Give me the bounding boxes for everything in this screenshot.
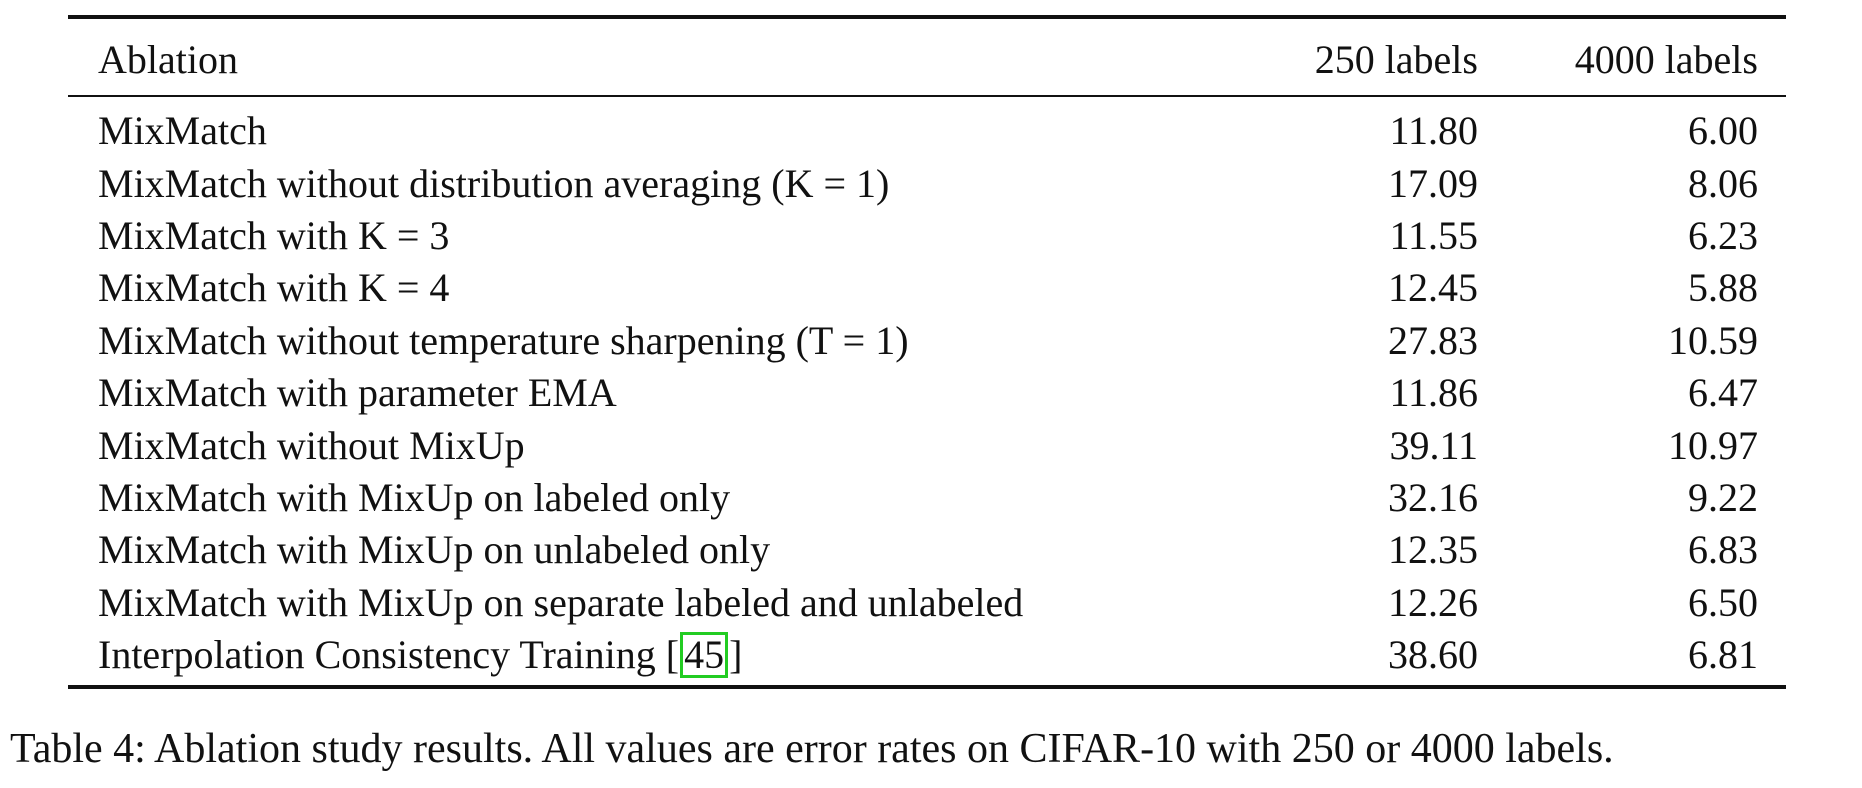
value-250-labels: 12.26	[1388, 579, 1478, 625]
ablation-name-cell: MixMatch with parameter EMA	[68, 367, 1218, 419]
table-row: MixMatch with MixUp on separate labeled …	[68, 577, 1786, 629]
ablation-name: Interpolation Consistency Training [	[98, 632, 680, 678]
table-row: MixMatch 11.80 6.00	[68, 97, 1786, 157]
table-row: MixMatch with MixUp on labeled only 32.16…	[68, 472, 1786, 524]
value-250-labels: 12.35	[1388, 527, 1478, 573]
table-row: MixMatch without temperature sharpening …	[68, 315, 1786, 367]
table-row: MixMatch with MixUp on unlabeled only 12.…	[68, 524, 1786, 576]
value-250-labels: 11.86	[1389, 370, 1478, 416]
ablation-name: MixMatch with K = 4	[98, 265, 450, 311]
ablation-name-cell: Interpolation Consistency Training [45]	[68, 629, 1218, 685]
value-250-labels: 38.60	[1388, 632, 1478, 678]
ablation-name-cell: MixMatch without temperature sharpening …	[68, 315, 1218, 367]
header-250-labels: 250 labels	[1314, 36, 1478, 82]
value-4000-labels: 10.59	[1668, 317, 1758, 363]
header-4000-labels: 4000 labels	[1574, 36, 1758, 82]
ablation-name: MixMatch without distribution averaging …	[98, 160, 890, 206]
ablation-name-cell: MixMatch without distribution averaging …	[68, 157, 1218, 209]
ablation-name-cell: MixMatch without MixUp	[68, 419, 1218, 471]
value-250-labels: 27.83	[1388, 317, 1478, 363]
value-4000-labels: 6.47	[1688, 370, 1758, 416]
value-4000-labels: 6.00	[1688, 108, 1758, 154]
citation-link[interactable]: 45	[680, 632, 729, 679]
value-250-labels: 11.55	[1389, 212, 1478, 258]
header-row: Ablation 250 labels 4000 labels	[68, 19, 1786, 95]
value-4000-labels: 8.06	[1688, 160, 1758, 206]
ablation-name-cell: MixMatch with K = 4	[68, 262, 1218, 314]
ablation-name-cell: MixMatch with MixUp on labeled only	[68, 472, 1218, 524]
mid-rule	[68, 95, 1786, 97]
value-4000-labels: 6.50	[1688, 579, 1758, 625]
ablation-table: Ablation 250 labels 4000 labels MixMatch…	[68, 15, 1786, 690]
bottom-rule	[68, 685, 1786, 690]
ablation-name-cell: MixMatch	[68, 97, 1218, 157]
ablation-name: MixMatch without temperature sharpening …	[98, 317, 909, 363]
ablation-name: MixMatch with MixUp on unlabeled only	[98, 527, 771, 573]
header-ablation: Ablation	[98, 36, 238, 82]
top-rule	[68, 15, 1786, 19]
ablation-name: MixMatch with MixUp on separate labeled …	[98, 579, 1024, 625]
value-4000-labels: 6.23	[1688, 212, 1758, 258]
ablation-name: MixMatch	[98, 108, 267, 154]
value-4000-labels: 6.81	[1688, 632, 1758, 678]
ablation-name: MixMatch with MixUp on labeled only	[98, 474, 731, 520]
table-row: MixMatch with parameter EMA 11.86 6.47	[68, 367, 1786, 419]
ablation-name: MixMatch without MixUp	[98, 422, 525, 468]
value-250-labels: 11.80	[1389, 108, 1478, 154]
ablation-table-body: MixMatch 11.80 6.00 MixMatch without distri…	[68, 97, 1786, 685]
ablation-table-grid: Ablation 250 labels 4000 labels	[68, 19, 1786, 95]
value-250-labels: 39.11	[1389, 422, 1478, 468]
ablation-name: MixMatch with parameter EMA	[98, 370, 617, 416]
table-caption: Table 4: Ablation study results. All val…	[10, 726, 1614, 772]
table-row: MixMatch with K = 4 12.45 5.88	[68, 262, 1786, 314]
value-4000-labels: 5.88	[1688, 265, 1758, 311]
ablation-name-cell: MixMatch with MixUp on unlabeled only	[68, 524, 1218, 576]
value-250-labels: 12.45	[1388, 265, 1478, 311]
table-row: Interpolation Consistency Training [45] 3…	[68, 629, 1786, 685]
table-row: MixMatch without MixUp 39.11 10.97	[68, 419, 1786, 471]
ablation-name-cell: MixMatch with MixUp on separate labeled …	[68, 577, 1218, 629]
value-250-labels: 32.16	[1388, 474, 1478, 520]
value-4000-labels: 9.22	[1688, 474, 1758, 520]
ablation-name-cell: MixMatch with K = 3	[68, 210, 1218, 262]
ablation-name: MixMatch with K = 3	[98, 212, 450, 258]
value-4000-labels: 10.97	[1668, 422, 1758, 468]
table-row: MixMatch without distribution averaging …	[68, 157, 1786, 209]
value-4000-labels: 6.83	[1688, 527, 1758, 573]
citation-bracket: ]	[729, 632, 743, 678]
table-row: MixMatch with K = 3 11.55 6.23	[68, 210, 1786, 262]
value-250-labels: 17.09	[1388, 160, 1478, 206]
